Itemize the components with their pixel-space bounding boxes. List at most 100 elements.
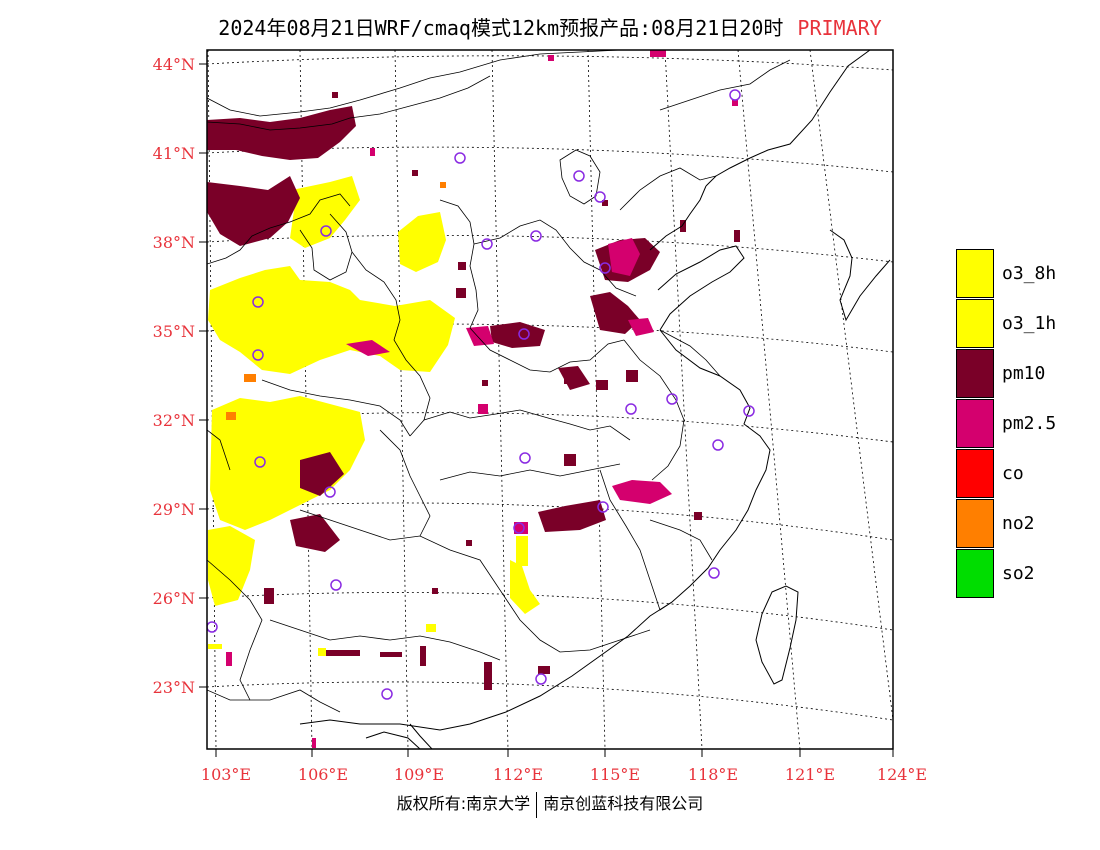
station-marker (729, 89, 741, 101)
lat-label: 35°N (153, 322, 195, 341)
lon-label: 112°E (493, 765, 543, 784)
coastline-east (299, 329, 771, 731)
station-marker (573, 170, 585, 182)
station-marker (254, 456, 266, 468)
border-jiangsu (659, 329, 721, 377)
pollutant-cell (312, 738, 316, 748)
leizhou (409, 723, 433, 749)
legend-swatch (956, 249, 994, 298)
o3-hunan (510, 560, 540, 614)
station-marker (513, 522, 525, 534)
station-marker (252, 349, 264, 361)
station-marker (519, 452, 531, 464)
border-gansu (207, 193, 351, 265)
pm10-jiangxi (538, 500, 606, 532)
pollutant-cell (680, 220, 686, 232)
border-mongolia-north (207, 75, 491, 131)
station-marker (518, 328, 530, 340)
border-hebei (473, 219, 637, 297)
pm25-shandong (628, 318, 654, 336)
station-marker (324, 486, 336, 498)
pollutant-cell (320, 650, 360, 656)
pm10-shandong-west (590, 292, 640, 334)
station-marker (712, 439, 724, 451)
pollutant-cell (482, 380, 488, 386)
o3-shanxi (398, 212, 446, 272)
coastline-bohai (649, 185, 707, 251)
pollutant-cell (380, 652, 402, 657)
border-ningxia (299, 213, 353, 281)
lat-label: 38°N (153, 233, 195, 252)
pollutant-cell (412, 170, 418, 176)
legend-label: pm2.5 (1002, 413, 1057, 434)
pollutant-cell (626, 370, 638, 382)
lon-label: 115°E (590, 765, 640, 784)
border-liaoning (619, 167, 717, 211)
pollutant-cells (208, 50, 740, 748)
pollutant-cell (244, 374, 256, 382)
station-marker (535, 673, 547, 685)
pollutant-cell (564, 372, 576, 384)
coastline (299, 50, 891, 749)
axis-ticks (199, 63, 894, 757)
pollutant-cell (466, 540, 472, 546)
pollutant-cell (226, 652, 232, 666)
border-tibet (207, 429, 231, 471)
pollutant-cell (458, 262, 466, 270)
primary-tag: PRIMARY (797, 16, 882, 40)
pollutant-cell (420, 646, 426, 666)
border-hubei (423, 409, 631, 441)
o3-shaanxi-gansu (208, 266, 455, 374)
pollutant-cell (516, 536, 528, 566)
border-jiangxi (599, 469, 673, 611)
legend-label: o3_8h (1002, 263, 1057, 284)
station-marker (252, 296, 264, 308)
copyright-footer: 版权所有:南京大学 南京创蓝科技有限公司 (0, 790, 1100, 818)
lat-label: 29°N (153, 500, 195, 519)
lat-label: 41°N (153, 144, 195, 163)
station-marker (207, 621, 218, 633)
lon-label: 106°E (298, 765, 348, 784)
meridian-112e (491, 50, 509, 749)
lat-label: 44°N (153, 55, 195, 74)
map-frame (206, 49, 894, 750)
station-marker (320, 225, 332, 237)
pollutant-cell (694, 512, 702, 520)
meridian-121e (737, 50, 801, 749)
pollutant-cell (432, 588, 438, 594)
pm10-henan (490, 322, 545, 348)
border-yunnan (207, 559, 341, 713)
lon-label: 124°E (877, 765, 927, 784)
pollutant-cell (264, 588, 274, 604)
pollutant-cell (208, 644, 222, 649)
lat-label: 26°N (153, 589, 195, 608)
pm10-chongqing (300, 452, 344, 496)
lon-label: 103°E (201, 765, 251, 784)
station-marker (743, 405, 755, 417)
pm25-gansu-east (346, 340, 390, 356)
pollutant-cell (478, 404, 488, 414)
border-guizhou (299, 509, 501, 591)
pollutant-cell (564, 454, 576, 466)
lat-labels: 44°N 41°N 38°N 35°N 32°N 29°N 26°N 23°N (153, 55, 195, 697)
lon-label: 121°E (785, 765, 835, 784)
pm10-region (207, 106, 660, 552)
pm25-beijing-south (608, 238, 640, 276)
lat-label: 32°N (153, 411, 195, 430)
stations (207, 89, 755, 700)
lat-label: 23°N (153, 678, 195, 697)
border-guangxi (269, 619, 501, 661)
o3-sichuan-basin (210, 396, 365, 530)
pollutant-cell (370, 148, 375, 156)
border-jilin (659, 59, 791, 111)
station-marker (454, 152, 466, 164)
footer-divider (536, 791, 538, 818)
lon-label: 118°E (688, 765, 738, 784)
meridian-109e (394, 50, 409, 749)
border-sichuan (261, 379, 411, 437)
pollutant-cell (602, 200, 608, 206)
coastline-korea (829, 229, 891, 322)
pm10-inner-mongolia-north (207, 106, 356, 160)
coastline-north (705, 50, 871, 187)
border-shaanxi (351, 251, 431, 437)
